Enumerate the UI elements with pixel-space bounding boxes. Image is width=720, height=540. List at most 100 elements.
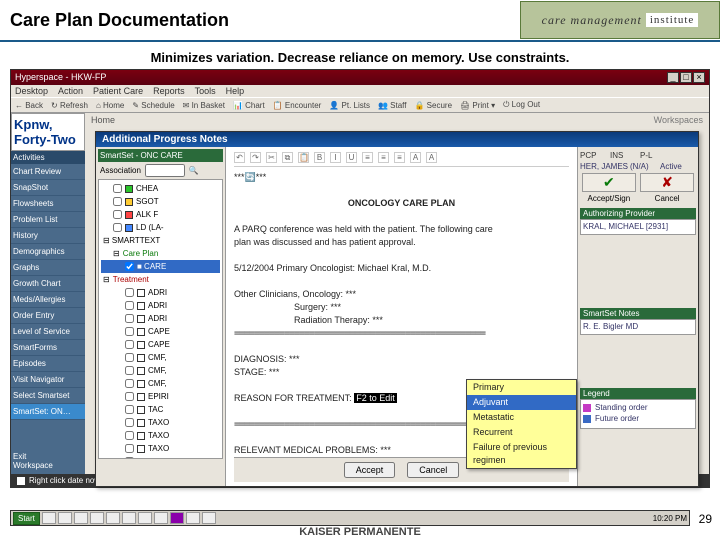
tree-tx-adri[interactable]: ADRI — [101, 299, 220, 312]
start-button[interactable]: Start — [13, 512, 40, 525]
toolbar--pt-lists[interactable]: 👤 Pt. Lists — [329, 101, 370, 110]
tree-smarttext[interactable]: ⊟ SMARTTEXT — [101, 234, 220, 247]
note-editor[interactable]: ↶ ↷ ✂ ⧉ 📋 B I U ≡≡≡ AA ***🔄*** ONCO — [226, 147, 578, 486]
auth-provider-value[interactable]: KRAL, MICHAEL [2931] — [580, 219, 696, 235]
association-label: Association — [100, 166, 141, 175]
activity-meds-allergies[interactable]: Meds/Allergies — [11, 292, 85, 308]
toolbar--back[interactable]: ← Back — [15, 101, 43, 110]
activity-history[interactable]: History — [11, 228, 85, 244]
underline-button[interactable]: U — [346, 152, 357, 163]
tree-tx-cmf[interactable]: CMF, — [101, 377, 220, 390]
tree-lab-ld (la-[interactable]: LD (LA- — [101, 221, 220, 234]
minimize-button[interactable]: _ — [667, 72, 679, 83]
toolbar--chart[interactable]: 📊 Chart — [233, 101, 265, 110]
dropdown-option-recurrent[interactable]: Recurrent — [467, 425, 576, 440]
tree-tx-taxo[interactable]: TAXO — [101, 429, 220, 442]
tree-tx-taxo[interactable]: TAXO — [101, 442, 220, 455]
windows-taskbar[interactable]: Start 10:20 PM — [10, 510, 690, 526]
tree-careplan-selected[interactable]: ■ CARE — [101, 260, 220, 273]
italic-button[interactable]: I — [330, 152, 341, 163]
association-input[interactable] — [145, 164, 185, 177]
dropdown-option-primary[interactable]: Primary — [467, 380, 576, 395]
accept-button[interactable]: Accept — [344, 462, 396, 478]
menu-help[interactable]: Help — [226, 86, 245, 96]
tree-tx-adri[interactable]: ADRI — [101, 312, 220, 325]
undo-icon[interactable]: ↶ — [234, 152, 245, 163]
activity-snapshot[interactable]: SnapShot — [11, 180, 85, 196]
dropdown-option-adjuvant[interactable]: Adjuvant — [467, 395, 576, 410]
legend-header: Legend — [580, 388, 696, 399]
smartset-tree[interactable]: CHEA SGOT ALK F LD (LA-⊟ SMARTTEXT⊟ Care… — [98, 179, 223, 459]
activity-graphs[interactable]: Graphs — [11, 260, 85, 276]
cut-icon[interactable]: ✂ — [266, 152, 277, 163]
placeholder-icon: 🔄 — [245, 172, 256, 182]
association-lookup-icon[interactable]: 🔍 — [189, 166, 199, 175]
tree-tx-taxo[interactable]: TAXO — [101, 416, 220, 429]
copy-icon[interactable]: ⧉ — [282, 152, 293, 163]
cancel-x-button[interactable]: ✘ — [640, 173, 694, 192]
patient-name: Kpnw, Forty-Two — [11, 113, 85, 151]
other-clinicians-line: Other Clinicians, Oncology: *** — [234, 288, 569, 301]
toolbar--encounter[interactable]: 📋 Encounter — [273, 101, 322, 110]
activity-chart-review[interactable]: Chart Review — [11, 164, 85, 180]
activity-smartforms[interactable]: SmartForms — [11, 340, 85, 356]
auth-provider-header: Authorizing Provider — [580, 208, 696, 219]
cancel-button[interactable]: Cancel — [407, 462, 459, 478]
activity-episodes[interactable]: Episodes — [11, 356, 85, 372]
menu-desktop[interactable]: Desktop — [15, 86, 48, 96]
activity-visit-navigator[interactable]: Visit Navigator — [11, 372, 85, 388]
menu-action[interactable]: Action — [58, 86, 83, 96]
activity-growth-chart[interactable]: Growth Chart — [11, 276, 85, 292]
dropdown-option-failure-of-previous-regimen[interactable]: Failure of previous regimen — [467, 440, 576, 468]
paste-icon[interactable]: 📋 — [298, 152, 309, 163]
activity-select-smartset[interactable]: Select Smartset — [11, 388, 85, 404]
activity-problem-list[interactable]: Problem List — [11, 212, 85, 228]
close-button[interactable]: × — [693, 72, 705, 83]
tree-tx-tac[interactable]: TAC — [101, 403, 220, 416]
menu-reports[interactable]: Reports — [153, 86, 185, 96]
menu-tools[interactable]: Tools — [195, 86, 216, 96]
toolbar--refresh[interactable]: ↻ Refresh — [51, 101, 88, 110]
tree-treatment[interactable]: ⊟ Treatment — [101, 273, 220, 286]
legend-standing-order: Standing order — [583, 402, 693, 413]
tree-lab-chea[interactable]: CHEA — [101, 182, 220, 195]
tree-tx-cape[interactable]: CAPE — [101, 338, 220, 351]
activity-flowsheets[interactable]: Flowsheets — [11, 196, 85, 212]
activity-level-of-service[interactable]: Level of Service — [11, 324, 85, 340]
treatment-reason-dropdown[interactable]: PrimaryAdjuvantMetastaticRecurrentFailur… — [466, 379, 577, 469]
redo-icon[interactable]: ↷ — [250, 152, 261, 163]
app-title: Hyperspace - HKW-FP — [15, 72, 106, 83]
dropdown-option-metastatic[interactable]: Metastatic — [467, 410, 576, 425]
breadcrumb-home[interactable]: Home — [91, 115, 115, 125]
footer-brand: KAISER PERMANENTE — [0, 526, 720, 538]
menu-patient-care[interactable]: Patient Care — [93, 86, 143, 96]
tree-lab-sgot[interactable]: SGOT — [101, 195, 220, 208]
tree-tx-epiri[interactable]: EPIRI — [101, 390, 220, 403]
tree-tx-adri[interactable]: ADRI — [101, 286, 220, 299]
tree-tx-cmf[interactable]: CMF, — [101, 351, 220, 364]
right-panel: PCPINSP-L HER, JAMES(N/A)Active ✔ ✘ Acce… — [578, 147, 698, 486]
tree-lab-alk f[interactable]: ALK F — [101, 208, 220, 221]
accept-sign-button[interactable]: ✔ — [582, 173, 636, 192]
toolbar--home[interactable]: ⌂ Home — [96, 101, 124, 110]
maximize-button[interactable]: □ — [680, 72, 692, 83]
toolbar--log-out[interactable]: ⏻ Log Out — [503, 100, 540, 110]
toolbar--in-basket[interactable]: ✉ In Basket — [183, 101, 225, 110]
activity-order-entry[interactable]: Order Entry — [11, 308, 85, 324]
format-toolbar: ↶ ↷ ✂ ⧉ 📋 B I U ≡≡≡ AA — [234, 151, 569, 167]
tree-tx-cmf[interactable]: CMF, — [101, 364, 220, 377]
reason-field-hint[interactable]: F2 to Edit — [354, 393, 397, 403]
tree-careplan[interactable]: ⊟ Care Plan — [101, 247, 220, 260]
toolbar--staff[interactable]: 👥 Staff — [378, 101, 407, 110]
activity-demographics[interactable]: Demographics — [11, 244, 85, 260]
activity-smartset-selected[interactable]: SmartSet: ON… — [11, 404, 85, 420]
parq-text-1: A PARQ conference was held with the pati… — [234, 223, 569, 236]
tree-tx-cape[interactable]: CAPE — [101, 325, 220, 338]
toolbar--secure[interactable]: 🔒 Secure — [414, 101, 452, 110]
bold-button[interactable]: B — [314, 152, 325, 163]
tree-tx-vinorelbine[interactable]: VINORELBINE — [101, 455, 220, 459]
toolbar--schedule[interactable]: ✎ Schedule — [132, 101, 174, 110]
toolbar--print-[interactable]: 🖨 Print ▾ — [460, 101, 495, 110]
activities-header: Activities — [11, 151, 85, 164]
exit-workspace-button[interactable]: Exit Workspace — [11, 448, 85, 474]
